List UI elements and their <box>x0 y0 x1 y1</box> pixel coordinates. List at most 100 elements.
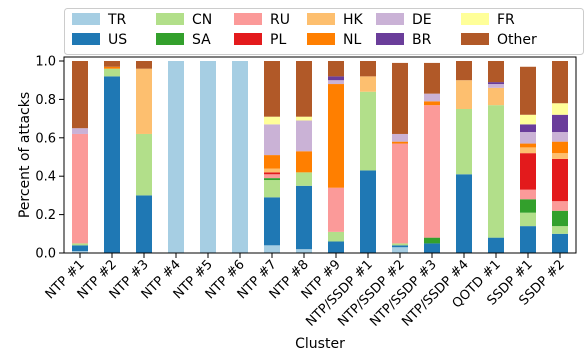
bar-segment-us-8 <box>296 185 312 250</box>
bar-segment-nl-16 <box>552 141 568 154</box>
bar-segment-us-7 <box>264 197 280 246</box>
bar-segment-de-8 <box>296 120 312 152</box>
bar-segment-tr-5 <box>200 61 216 253</box>
bar-segment-other-7 <box>264 61 280 117</box>
bar-segment-br-14 <box>488 82 504 85</box>
bar-segment-cn-8 <box>296 172 312 186</box>
bar-segment-nl-8 <box>296 151 312 173</box>
bar-segment-nl-15 <box>520 143 536 148</box>
legend-label-ru: RU <box>270 12 290 28</box>
bar-segment-sa-16 <box>552 210 568 227</box>
bar-segment-fr-15 <box>520 114 536 125</box>
bar-segment-cn-13 <box>456 109 472 175</box>
bar-segment-other-16 <box>552 61 568 104</box>
legend-label-hk: HK <box>343 12 364 28</box>
bar-segment-hk-13 <box>456 80 472 109</box>
bar-segment-tr-11 <box>392 247 408 253</box>
bar-segment-fr-7 <box>264 116 280 125</box>
bar-segment-hk-14 <box>488 87 504 106</box>
plot-frame <box>63 56 577 254</box>
legend-swatch-nl <box>307 33 335 45</box>
legend-swatch-br <box>376 33 404 45</box>
y-tick-label: 0.4 <box>35 170 56 185</box>
bar-segment-de-1 <box>72 128 88 134</box>
bar-segment-us-3 <box>136 195 152 253</box>
bar-segment-hk-15 <box>520 147 536 154</box>
legend-label-br: BR <box>412 32 432 48</box>
bar-segment-sa-12 <box>424 237 440 244</box>
bar-segment-pl-15 <box>520 153 536 190</box>
bar-segment-ru-15 <box>520 189 536 200</box>
bar-segment-other-8 <box>296 61 312 117</box>
y-tick-label: 1.0 <box>35 55 56 70</box>
bar-segment-other-2 <box>104 61 120 67</box>
legend-swatch-pl <box>234 33 262 45</box>
bar-segment-other-3 <box>136 61 152 69</box>
bar-segment-tr-8 <box>296 249 312 253</box>
y-axis: 0.0 0.2 0.4 0.6 0.8 1.0 <box>35 55 64 262</box>
y-tick-label: 0.6 <box>35 131 56 146</box>
legend-swatch-cn <box>156 13 184 25</box>
bar-segment-us-12 <box>424 243 440 253</box>
bar-segment-hk-16 <box>552 153 568 159</box>
bar-segment-ru-1 <box>72 133 88 244</box>
y-axis-label: Percent of attacks <box>17 92 33 218</box>
bar-segment-ru-9 <box>328 187 344 232</box>
bar-segment-cn-15 <box>520 212 536 227</box>
bar-segment-us-11 <box>392 245 408 248</box>
bar-segment-nl-9 <box>328 84 344 188</box>
legend-label-cn: CN <box>192 12 212 28</box>
bar-segment-us-13 <box>456 174 472 253</box>
x-axis-label: Cluster <box>295 336 345 352</box>
bar-segment-other-15 <box>520 66 536 115</box>
bar-segment-ru-11 <box>392 143 408 244</box>
legend-swatch-de <box>376 13 404 25</box>
legend-label-tr: TR <box>107 12 127 28</box>
bar-segment-de-16 <box>552 132 568 142</box>
bar-segment-us-10 <box>360 170 376 253</box>
legend-label-other: Other <box>497 32 537 48</box>
bar-segment-cn-14 <box>488 105 504 238</box>
legend-swatch-ru <box>234 13 262 25</box>
bar-segment-de-12 <box>424 93 440 102</box>
bar-segment-tr-1 <box>72 251 88 253</box>
bar-segment-tr-7 <box>264 245 280 253</box>
bar-segment-de-11 <box>392 133 408 142</box>
bar-segment-cn-2 <box>104 68 120 77</box>
bar-segment-ru-12 <box>424 105 440 238</box>
bar-segment-cn-3 <box>136 133 152 196</box>
legend-label-us: US <box>108 32 127 48</box>
bar-segment-sa-7 <box>264 178 280 181</box>
bar-segment-hk-10 <box>360 76 376 92</box>
bar-segment-us-1 <box>72 245 88 252</box>
bar-segment-nl-2 <box>104 66 120 69</box>
legend-swatch-fr <box>461 13 489 25</box>
bar-segment-cn-11 <box>392 243 408 246</box>
legend-label-fr: FR <box>497 12 515 28</box>
bar-segment-br-15 <box>520 124 536 133</box>
legend: TR US CN SA RU PL HK NL DE BR FR Other <box>64 8 584 55</box>
bar-segment-br-9 <box>328 76 344 81</box>
bar-segment-us-15 <box>520 226 536 253</box>
bar-segment-nl-12 <box>424 101 440 106</box>
legend-swatch-other <box>461 33 489 45</box>
bars <box>72 61 568 253</box>
y-tick-label: 0.2 <box>35 208 56 223</box>
bar-segment-fr-8 <box>296 116 312 121</box>
bar-segment-fr-16 <box>552 103 568 115</box>
bar-segment-other-1 <box>72 61 88 129</box>
bar-segment-de-14 <box>488 84 504 88</box>
bar-segment-other-12 <box>424 62 440 94</box>
bar-segment-br-16 <box>552 114 568 133</box>
bar-segment-hk-7 <box>264 168 280 173</box>
bar-segment-hk-3 <box>136 68 152 134</box>
bar-segment-tr-4 <box>168 61 184 253</box>
bar-segment-ru-7 <box>264 174 280 179</box>
bar-segment-nl-7 <box>264 155 280 169</box>
legend-swatch-tr <box>72 13 100 25</box>
bar-segment-cn-9 <box>328 231 344 242</box>
legend-label-sa: SA <box>192 32 211 48</box>
bar-segment-cn-16 <box>552 226 568 234</box>
